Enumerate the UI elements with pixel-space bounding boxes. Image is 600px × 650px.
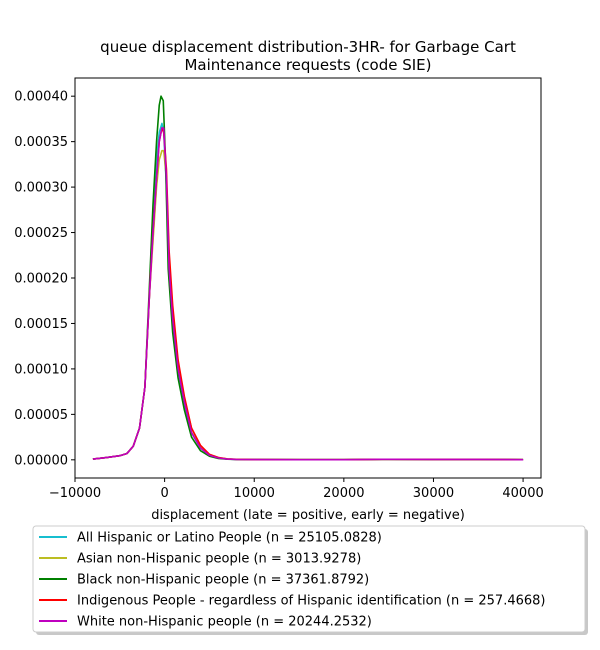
legend-label-3: Black non-Hispanic people (n = 37361.879…: [77, 573, 369, 588]
y-tick-label: 0.00035: [14, 135, 68, 150]
y-tick-label: 0.00030: [14, 181, 68, 196]
y-tick-label: 0.00040: [14, 90, 68, 105]
y-axis-ticks: 0.00000 0.00005 0.00010 0.00015 0.00020 0.000…: [14, 90, 75, 468]
legend-label-2: Asian non-Hispanic people (n = 3013.9278…: [77, 552, 361, 567]
chart-title-line-1: queue displacement distribution-3HR- for…: [100, 38, 516, 56]
legend-box: [32, 525, 586, 633]
y-tick-label: 0.00010: [14, 362, 68, 377]
legend-label-1: All Hispanic or Latino People (n = 25105…: [77, 531, 382, 546]
legend-entries: All Hispanic or Latino People (n = 25105…: [39, 531, 546, 630]
legend: All Hispanic or Latino People (n = 25105…: [32, 525, 588, 635]
legend-label-5: White non-Hispanic people (n = 20244.253…: [77, 615, 372, 630]
plot-frame: [74, 77, 542, 479]
x-tick-label: −10000: [49, 486, 101, 501]
x-tick-label: 10000: [234, 486, 275, 501]
x-axis-ticks: −10000 0 10000 20000 30000 40000: [49, 478, 544, 501]
y-tick-label: 0.00015: [14, 317, 68, 332]
y-tick-label: 0.00025: [14, 226, 68, 241]
y-tick-label: 0.00000: [14, 453, 68, 468]
x-tick-label: 40000: [502, 486, 543, 501]
x-axis-label: displacement (late = positive, early = n…: [151, 508, 465, 523]
series-line-5: [92, 127, 524, 461]
x-tick-label: 0: [160, 486, 168, 501]
x-tick-label: 30000: [413, 486, 454, 501]
series-line-2: [92, 149, 524, 461]
y-tick-label: 0.00020: [14, 272, 68, 287]
y-tick-label: 0.00005: [14, 408, 68, 423]
series-lines: [92, 95, 524, 461]
chart-title-line-2: Maintenance requests (code SIE): [184, 56, 431, 74]
legend-label-4: Indigenous People - regardless of Hispan…: [77, 594, 546, 609]
x-tick-label: 20000: [323, 486, 364, 501]
